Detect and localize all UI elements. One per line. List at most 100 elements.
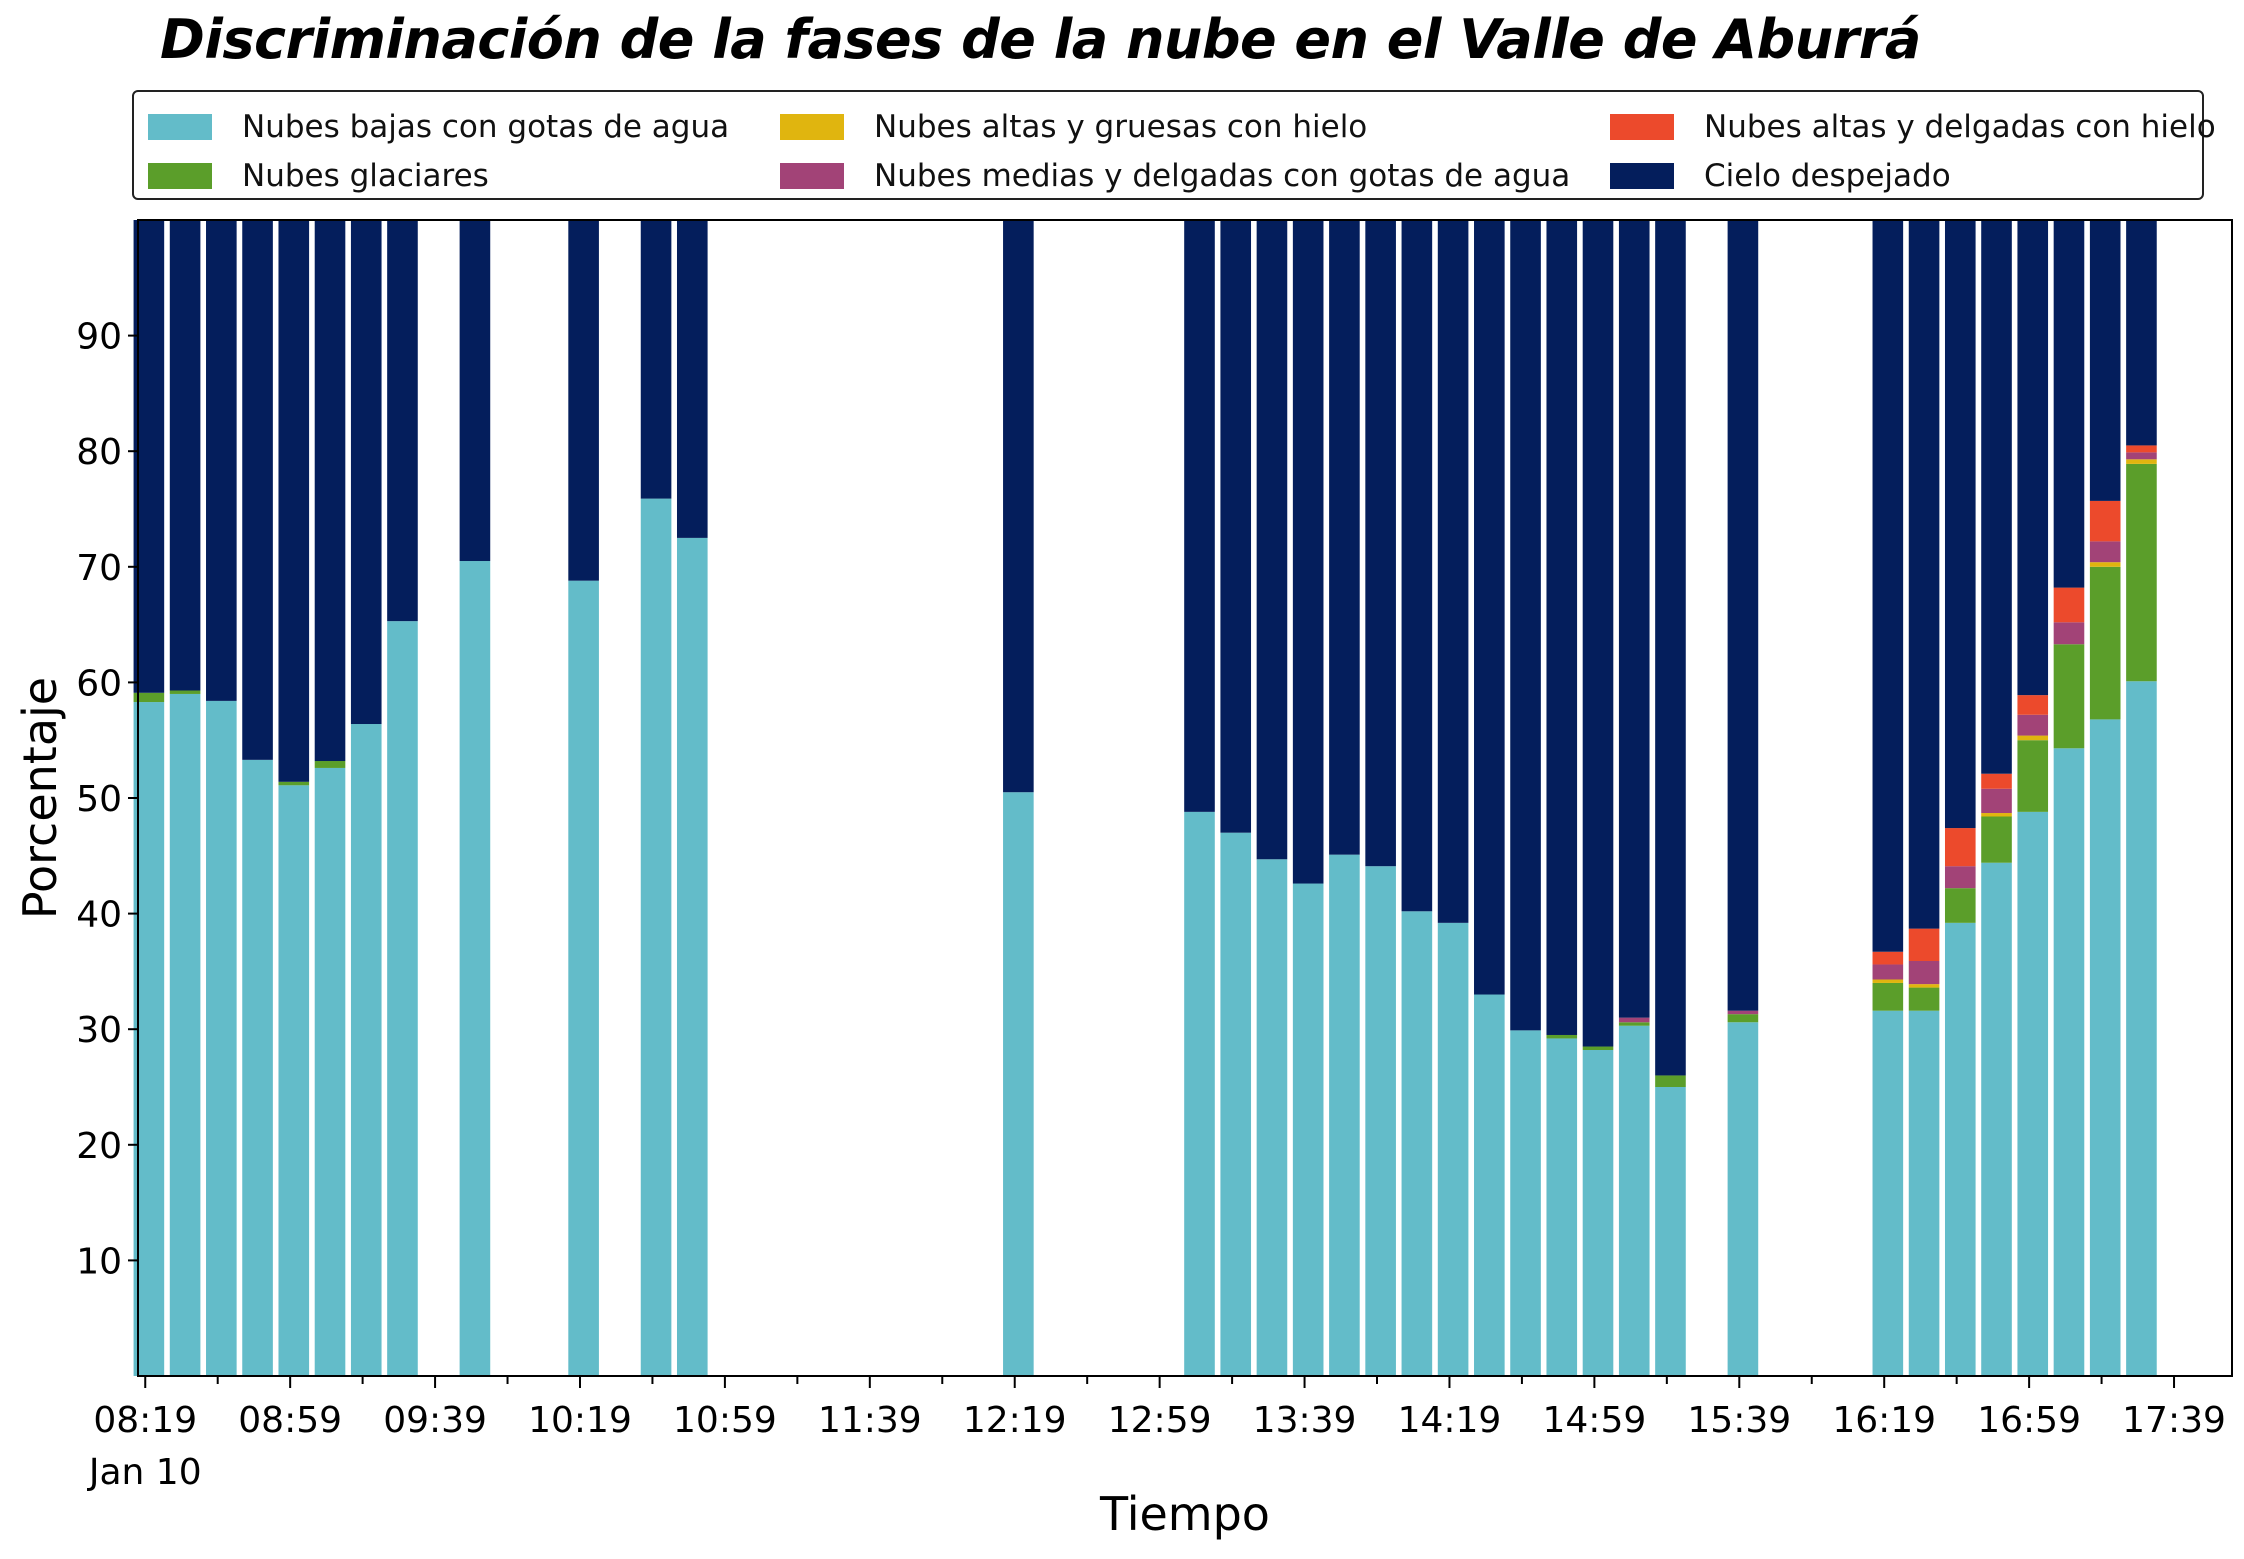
bar-segment [314, 220, 346, 762]
y-axis-label: Porcentaje [13, 677, 67, 919]
legend-label: Nubes altas y delgadas con hielo [1704, 109, 2216, 145]
bar-segment [1546, 1038, 1578, 1376]
legend-item: Nubes bajas con gotas de agua [148, 107, 729, 147]
bar-segment [2053, 622, 2085, 645]
bar-segment [1872, 951, 1904, 965]
bar-segment [2017, 220, 2049, 696]
legend-swatch [1610, 114, 1674, 140]
bar-segment [1908, 961, 1940, 985]
bar-segment [676, 220, 708, 538]
bar-segment [1727, 220, 1759, 1011]
y-tick-label: 50 [76, 779, 122, 820]
legend-item: Nubes medias y delgadas con gotas de agu… [780, 156, 1570, 196]
x-tick-label: 17:39 [2122, 1400, 2226, 1441]
legend-label: Nubes bajas con gotas de agua [242, 109, 730, 145]
legend-item: Nubes altas y delgadas con hielo [1610, 107, 2216, 147]
x-tick-label: 08:59 [238, 1400, 342, 1441]
bar-segment [2089, 220, 2121, 501]
bar-segment [1365, 866, 1396, 1376]
bar-segment [278, 220, 310, 782]
bar-segment [568, 580, 599, 1376]
bar-segment [1872, 964, 1904, 980]
bar-segment [2089, 562, 2121, 567]
bar-segment [2126, 445, 2157, 453]
y-tick-label: 20 [76, 1126, 122, 1167]
bar-segment [1401, 220, 1433, 912]
bar-segment [1944, 922, 1976, 1376]
bar-segment [1510, 220, 1541, 1031]
bar-segment [2126, 452, 2157, 460]
bar-segment [1546, 1034, 1578, 1039]
bar-segment [1981, 773, 2012, 789]
bar-segment [1474, 994, 1505, 1376]
x-tick-date-label: Jan 10 [87, 1452, 202, 1493]
bar-segment [1872, 982, 1904, 1011]
bar-segment [2126, 220, 2157, 446]
bar-segment [1329, 854, 1360, 1376]
bar-segment [1329, 220, 1360, 855]
y-tick-label: 70 [76, 548, 122, 589]
bar-segment [2126, 459, 2157, 464]
bar-segment [133, 692, 165, 703]
legend: Nubes bajas con gotas de agua Nubes glaci… [132, 90, 2216, 200]
bar-segment [1220, 220, 1252, 833]
bar-segment [2126, 681, 2157, 1376]
legend-swatch [148, 114, 212, 140]
bar-segment [1618, 1017, 1650, 1023]
bar-segment [1944, 866, 1976, 889]
legend-label: Cielo despejado [1704, 158, 1951, 194]
x-tick-label: 10:19 [528, 1400, 632, 1441]
legend-swatch [1610, 163, 1674, 189]
bar-segment [387, 220, 418, 622]
bar-segment [2053, 644, 2085, 749]
bar-segment [1510, 1030, 1541, 1376]
legend-item: Nubes glaciares [148, 156, 489, 196]
bar-segment [1184, 811, 1215, 1376]
bar-segment [1474, 220, 1505, 995]
bar-segment [1618, 1025, 1650, 1376]
bar-segment [1944, 828, 1976, 867]
bar-segment [278, 781, 310, 786]
bar-segment [1655, 220, 1686, 1076]
bar-segment [1437, 922, 1469, 1376]
x-tick-label: 14:19 [1398, 1400, 1502, 1441]
x-axis-label: Tiempo [1099, 1487, 1270, 1541]
bar-segment [676, 537, 708, 1376]
bar-segment [640, 220, 672, 499]
bar-segment [2126, 463, 2157, 682]
bar-segment [2053, 748, 2085, 1376]
bar-segment [169, 693, 201, 1376]
x-tick-label: 10:59 [673, 1400, 777, 1441]
bar-segment [1582, 220, 1614, 1047]
x-tick-label: 08:19 [93, 1400, 197, 1441]
bar-segment [2017, 811, 2049, 1376]
x-tick-label: 12:19 [963, 1400, 1067, 1441]
y-tick-label: 90 [76, 317, 122, 358]
x-tick-label: 16:59 [1977, 1400, 2081, 1441]
bar-segment [1944, 888, 1976, 923]
bar-segment [2053, 587, 2085, 623]
bar-segment [1184, 220, 1215, 812]
x-tick-label: 14:59 [1543, 1400, 1647, 1441]
bar-segment [1546, 220, 1578, 1035]
bar-segment [1655, 1087, 1686, 1376]
bar-segment [1908, 928, 1940, 961]
bar-segment [1908, 984, 1940, 988]
legend-swatch [780, 114, 844, 140]
bar-segment [2017, 695, 2049, 715]
x-tick-label: 15:39 [1687, 1400, 1791, 1441]
bar-segment [2017, 714, 2049, 736]
bar-segment [1292, 883, 1324, 1376]
x-tick-label: 11:39 [818, 1400, 922, 1441]
bar-segment [1981, 813, 2012, 817]
bar-segment [1908, 220, 1940, 929]
bar-segment [1292, 220, 1324, 884]
x-tick-label: 09:39 [383, 1400, 487, 1441]
bar-segment [1401, 911, 1433, 1376]
bar-segment [242, 759, 273, 1376]
bar-segment [1981, 220, 2012, 774]
bar-segment [1872, 220, 1904, 952]
bar-segment [2017, 735, 2049, 741]
bar-segment [1220, 832, 1252, 1376]
